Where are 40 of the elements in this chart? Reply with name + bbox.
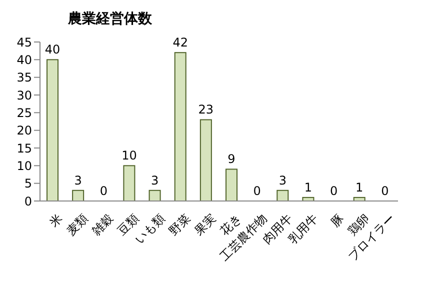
data-label: 3 — [278, 173, 286, 188]
x-tick-label: 米 — [46, 211, 66, 230]
x-tick-label: 麦類 — [64, 211, 91, 238]
bar — [148, 190, 161, 202]
data-label: 0 — [330, 184, 338, 198]
y-tick-label: 10 — [16, 158, 32, 173]
y-tick-label: 5 — [24, 176, 32, 191]
bar — [46, 59, 58, 202]
y-tick-label: 25 — [16, 106, 32, 120]
bar — [226, 168, 238, 202]
data-label: 0 — [381, 184, 389, 198]
x-tick-label: 雑穀 — [89, 211, 116, 238]
y-tick-label: 0 — [24, 194, 32, 208]
data-label: 0 — [253, 184, 261, 198]
data-label: 40 — [44, 42, 60, 57]
chart-title: 農業経営体数 — [68, 10, 152, 28]
x-tick-label: 豚 — [328, 211, 346, 230]
bar — [123, 165, 136, 202]
x-tick-label: 野菜 — [166, 211, 193, 238]
data-label: 3 — [74, 173, 82, 188]
data-label: 10 — [122, 148, 137, 163]
y-tick-label: 35 — [16, 70, 32, 85]
bar — [72, 190, 84, 202]
data-label: 9 — [228, 152, 236, 166]
x-tick-label: 豆類 — [114, 211, 142, 238]
data-label: 1 — [356, 180, 364, 194]
data-label: 0 — [100, 184, 108, 198]
bar — [200, 119, 212, 202]
y-tick-label: 45 — [16, 35, 32, 50]
data-label: 42 — [172, 36, 188, 50]
y-tick-label: 40 — [16, 52, 32, 67]
data-label: 3 — [150, 173, 159, 188]
x-tick-label: 果実 — [192, 211, 219, 238]
bar — [276, 190, 289, 202]
data-label: 23 — [198, 102, 214, 117]
bar — [174, 52, 186, 202]
y-tick-label: 15 — [16, 141, 32, 156]
y-tick-label: 20 — [16, 124, 32, 138]
y-tick-label: 30 — [16, 88, 32, 102]
data-label: 1 — [304, 180, 312, 194]
